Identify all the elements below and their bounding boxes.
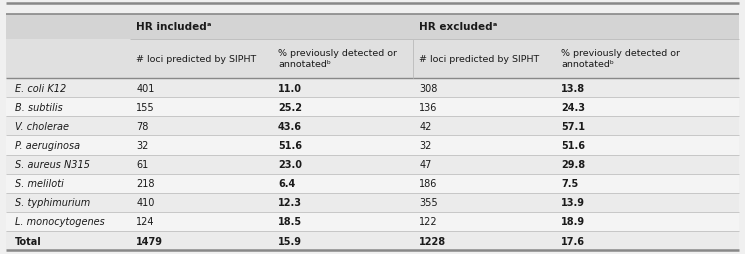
Text: 57.1: 57.1 [561, 121, 585, 131]
Text: 25.2: 25.2 [278, 102, 302, 112]
Text: 32: 32 [419, 140, 432, 150]
Text: 122: 122 [419, 217, 438, 227]
Text: 308: 308 [419, 83, 438, 93]
Text: V. cholerae: V. cholerae [15, 121, 69, 131]
Text: 18.5: 18.5 [278, 217, 302, 227]
Text: 136: 136 [419, 102, 438, 112]
Text: HR includedᵃ: HR includedᵃ [136, 22, 212, 32]
Text: 13.9: 13.9 [561, 198, 585, 208]
Text: % previously detected or
annotatedᵇ: % previously detected or annotatedᵇ [561, 49, 680, 69]
Text: 24.3: 24.3 [561, 102, 585, 112]
Bar [6, 79, 739, 98]
Text: 124: 124 [136, 217, 155, 227]
Text: S. aureus N315: S. aureus N315 [15, 160, 90, 169]
Text: L. monocytogenes: L. monocytogenes [15, 217, 104, 227]
Text: E. coli K12: E. coli K12 [15, 83, 66, 93]
Text: % previously detected or
annotatedᵇ: % previously detected or annotatedᵇ [278, 49, 397, 69]
Text: HR excludedᵃ: HR excludedᵃ [419, 22, 498, 32]
Text: S. typhimurium: S. typhimurium [15, 198, 90, 208]
Bar [6, 117, 739, 136]
Text: 13.8: 13.8 [561, 83, 585, 93]
Bar [6, 193, 739, 212]
Text: 186: 186 [419, 179, 438, 188]
Bar [6, 39, 739, 79]
Text: # loci predicted by SIPHT: # loci predicted by SIPHT [136, 55, 256, 64]
Text: 32: 32 [136, 140, 149, 150]
Text: 7.5: 7.5 [561, 179, 578, 188]
Text: Total: Total [15, 236, 42, 246]
Bar [6, 98, 739, 117]
Text: 15.9: 15.9 [278, 236, 302, 246]
Text: 61: 61 [136, 160, 148, 169]
Bar [6, 174, 739, 193]
Bar [6, 155, 739, 174]
Bar [6, 136, 739, 155]
Text: 355: 355 [419, 198, 438, 208]
Text: 43.6: 43.6 [278, 121, 302, 131]
Text: 12.3: 12.3 [278, 198, 302, 208]
Text: 47: 47 [419, 160, 432, 169]
Text: 1479: 1479 [136, 236, 163, 246]
Text: P. aeruginosa: P. aeruginosa [15, 140, 80, 150]
Text: 23.0: 23.0 [278, 160, 302, 169]
Bar [6, 15, 739, 39]
Text: 51.6: 51.6 [561, 140, 585, 150]
Text: 218: 218 [136, 179, 155, 188]
Text: 17.6: 17.6 [561, 236, 585, 246]
Text: 1228: 1228 [419, 236, 446, 246]
Text: 42: 42 [419, 121, 432, 131]
Text: 51.6: 51.6 [278, 140, 302, 150]
Text: 410: 410 [136, 198, 155, 208]
Text: 155: 155 [136, 102, 155, 112]
Bar [6, 4, 739, 15]
Text: 18.9: 18.9 [561, 217, 585, 227]
Text: 29.8: 29.8 [561, 160, 585, 169]
Text: S. meliloti: S. meliloti [15, 179, 64, 188]
Text: B. subtilis: B. subtilis [15, 102, 63, 112]
Bar [6, 212, 739, 231]
Text: 78: 78 [136, 121, 149, 131]
Text: 11.0: 11.0 [278, 83, 302, 93]
Text: 6.4: 6.4 [278, 179, 295, 188]
Bar [6, 231, 739, 250]
Text: 401: 401 [136, 83, 155, 93]
Text: # loci predicted by SIPHT: # loci predicted by SIPHT [419, 55, 539, 64]
